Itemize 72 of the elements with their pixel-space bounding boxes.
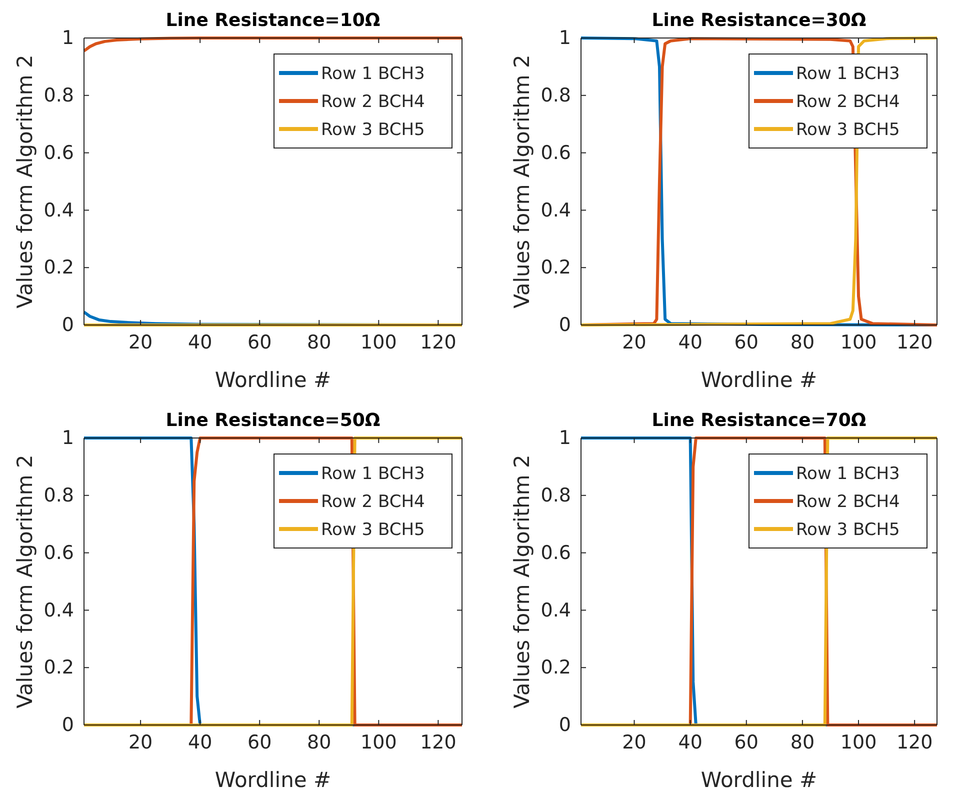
y-tick-label: 0.4 <box>540 599 571 622</box>
chart-title: Line Resistance=30Ω <box>652 10 866 31</box>
x-tick-label: 120 <box>896 731 933 754</box>
x-axis-title: Wordline # <box>214 768 332 792</box>
y-axis-title: Values form Algorithm 2 <box>510 454 534 708</box>
x-tick-label: 80 <box>307 331 332 354</box>
y-tick-label: 1 <box>62 427 74 450</box>
y-tick-label: 1 <box>558 27 571 50</box>
chart-title: Line Resistance=50Ω <box>166 410 380 431</box>
y-tick-label: 0.4 <box>44 599 74 622</box>
x-tick-label: 120 <box>420 731 456 754</box>
legend-label: Row 1 BCH3 <box>796 64 900 84</box>
x-tick-label: 80 <box>307 731 332 754</box>
legend-label: Row 1 BCH3 <box>321 64 425 84</box>
y-tick-label: 0.6 <box>44 542 74 564</box>
legend-label: Row 3 BCH5 <box>796 120 900 140</box>
x-tick-label: 60 <box>248 731 272 754</box>
y-tick-label: 0.6 <box>540 542 571 564</box>
legend-label: Row 2 BCH4 <box>321 492 425 512</box>
x-tick-label: 100 <box>360 331 397 354</box>
x-tick-label: 40 <box>678 731 702 754</box>
legend-label: Row 2 BCH4 <box>796 492 900 512</box>
x-tick-label: 80 <box>790 331 815 354</box>
y-tick-label: 0.8 <box>540 484 571 506</box>
y-tick-label: 0.2 <box>44 256 74 279</box>
legend-label: Row 3 BCH5 <box>321 520 425 540</box>
y-tick-label: 0.8 <box>540 84 571 106</box>
chart-title: Line Resistance=10Ω <box>166 10 380 31</box>
y-axis-title: Values form Algorithm 2 <box>510 54 534 308</box>
y-tick-label: 0 <box>558 314 571 336</box>
y-tick-label: 0.8 <box>44 84 74 106</box>
x-tick-label: 80 <box>790 731 815 754</box>
y-tick-label: 0.2 <box>540 256 571 279</box>
chart-title: Line Resistance=70Ω <box>652 410 866 431</box>
x-tick-label: 120 <box>896 331 933 354</box>
x-axis-title: Wordline # <box>700 768 818 792</box>
y-tick-label: 1 <box>558 427 571 450</box>
y-axis-title: Values form Algorithm 2 <box>13 54 37 308</box>
y-tick-label: 0 <box>62 714 74 736</box>
legend-label: Row 3 BCH5 <box>321 120 425 140</box>
y-tick-label: 0.4 <box>540 199 571 222</box>
x-tick-label: 60 <box>248 331 272 354</box>
y-tick-label: 0.6 <box>44 142 74 164</box>
legend-label: Row 1 BCH3 <box>321 464 425 484</box>
legend-label: Row 2 BCH4 <box>321 92 425 112</box>
x-tick-label: 40 <box>188 731 212 754</box>
y-tick-label: 0.6 <box>540 142 571 164</box>
y-tick-label: 0.4 <box>44 199 74 222</box>
y-tick-label: 0.2 <box>540 656 571 679</box>
x-tick-label: 100 <box>360 731 397 754</box>
y-tick-label: 0 <box>62 314 74 336</box>
y-tick-label: 0 <box>558 714 571 736</box>
x-tick-label: 40 <box>188 331 212 354</box>
x-tick-label: 60 <box>734 331 758 354</box>
y-tick-label: 1 <box>62 27 74 50</box>
x-tick-label: 40 <box>678 331 702 354</box>
x-tick-label: 120 <box>420 331 456 354</box>
x-tick-label: 20 <box>128 331 153 354</box>
y-tick-label: 0.2 <box>44 656 74 679</box>
x-tick-label: 100 <box>840 331 877 354</box>
x-axis-title: Wordline # <box>214 368 332 392</box>
y-axis-title: Values form Algorithm 2 <box>13 454 37 708</box>
x-tick-label: 100 <box>840 731 877 754</box>
legend-label: Row 3 BCH5 <box>796 520 900 540</box>
legend-label: Row 1 BCH3 <box>796 464 900 484</box>
legend-label: Row 2 BCH4 <box>796 92 900 112</box>
x-tick-label: 20 <box>622 331 646 354</box>
y-tick-label: 0.8 <box>44 484 74 506</box>
x-axis-title: Wordline # <box>700 368 818 392</box>
x-tick-label: 20 <box>128 731 153 754</box>
x-tick-label: 60 <box>734 731 758 754</box>
x-tick-label: 20 <box>622 731 646 754</box>
